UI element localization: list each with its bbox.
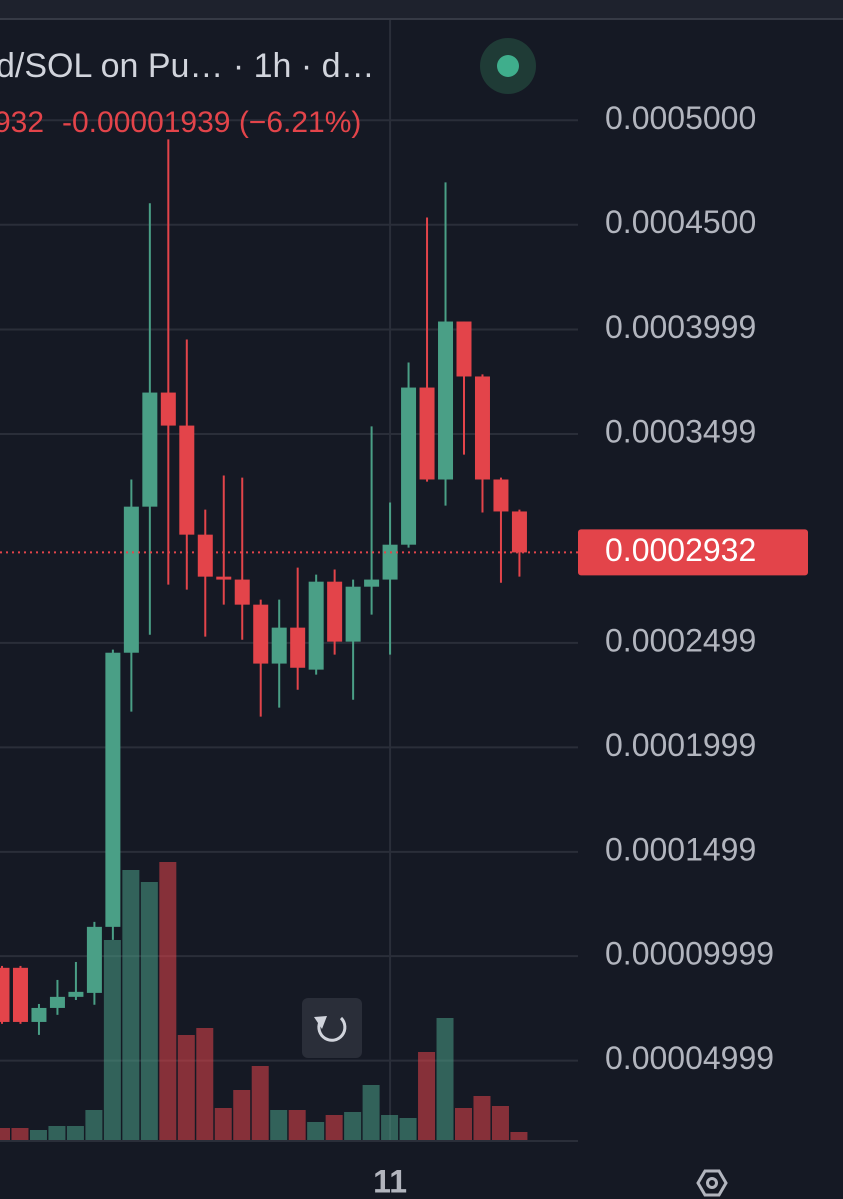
volume-layer (0, 862, 528, 1140)
y-tick-label: 0.00004999 (605, 1040, 774, 1076)
y-tick-label: 0.0005000 (605, 100, 756, 136)
volume-bar (307, 1122, 325, 1140)
x-tick-label: 11 (373, 1163, 407, 1199)
volume-bar (0, 1128, 10, 1140)
reset-button[interactable] (302, 998, 362, 1058)
volume-bar (510, 1132, 528, 1140)
candle-body (234, 579, 250, 605)
candle-body (142, 392, 158, 507)
candle-body (511, 511, 527, 553)
y-tick-label: 0.0001999 (605, 727, 756, 763)
volume-bar (436, 1018, 454, 1140)
reset-arrow (314, 1016, 327, 1029)
candle-body (31, 1007, 47, 1022)
volume-bar (11, 1128, 29, 1140)
last-price-label: 0.0002932 (605, 532, 756, 568)
candle-body (105, 652, 121, 927)
candle-body (364, 579, 380, 587)
volume-bar (85, 1110, 103, 1140)
volume-bar (455, 1108, 472, 1140)
candle-body (0, 967, 10, 1022)
candle-body (216, 576, 232, 580)
reset-button-bg[interactable] (302, 998, 362, 1058)
volume-bar (177, 1035, 195, 1140)
status-dot (497, 55, 519, 77)
top-bar (0, 0, 843, 19)
last-price-tag (578, 529, 808, 576)
volume-bar (270, 1110, 288, 1140)
settings-icon (696, 1169, 728, 1197)
volume-bar (48, 1126, 66, 1140)
volume-bar (381, 1115, 399, 1140)
volume-bar (140, 882, 158, 1140)
ohlc-value: 932 (0, 106, 44, 139)
candle-body (419, 387, 435, 480)
settings-icon-center (706, 1177, 718, 1189)
candle-body (456, 321, 472, 377)
volume-bar (29, 1130, 47, 1140)
candle-body (123, 506, 139, 653)
reset-icon (317, 1016, 347, 1042)
volume-bar (196, 1028, 214, 1140)
volume-bar (325, 1115, 343, 1140)
chart-title: d/SOL on Pu… · 1h · d… (0, 47, 375, 85)
volume-bar (251, 1066, 269, 1140)
volume-bar (66, 1126, 84, 1140)
volume-bar (399, 1118, 417, 1140)
y-tick-label: 0.00009999 (605, 936, 774, 972)
candle-layer (0, 139, 578, 1035)
candle-body (160, 392, 176, 426)
candle-body (197, 534, 213, 577)
candle-body (68, 991, 84, 997)
volume-bar (122, 870, 140, 1140)
candle-body (253, 604, 269, 664)
volume-bar (159, 862, 177, 1140)
volume-bar (214, 1108, 232, 1140)
volume-bar (362, 1085, 380, 1140)
y-tick-label: 0.0004500 (605, 204, 756, 240)
volume-bar (344, 1112, 362, 1140)
candle-body (382, 544, 398, 580)
y-tick-label: 0.0003999 (605, 309, 756, 345)
candle-body (308, 581, 324, 670)
candle-body (438, 321, 454, 480)
candle-body (12, 967, 28, 1022)
y-tick-label: 0.0001499 (605, 831, 756, 867)
candle-body (493, 479, 509, 512)
volume-bar (418, 1052, 436, 1140)
candle-body (49, 996, 65, 1008)
volume-bar (233, 1090, 251, 1140)
candle-body (327, 581, 343, 642)
volume-bar (288, 1110, 306, 1140)
candle-body (179, 425, 195, 535)
candle-body (290, 627, 306, 668)
grid (0, 20, 578, 1140)
candle-body (345, 586, 361, 642)
volume-bar (103, 940, 121, 1140)
settings-button[interactable] (696, 1169, 728, 1197)
volume-bar (473, 1096, 491, 1140)
ohlc-change: -0.00001939 (−6.21%) (62, 106, 361, 139)
y-axis: 0.0005000 0.0004500 0.0003999 0.0003499 0.00… (373, 100, 808, 1199)
candle-body (86, 926, 102, 993)
y-tick-label: 0.0002499 (605, 622, 756, 658)
candle-body (271, 627, 287, 664)
candle-body (401, 387, 417, 545)
candle-body (474, 376, 490, 480)
volume-bar (491, 1106, 509, 1140)
y-tick-label: 0.0003499 (605, 413, 756, 449)
